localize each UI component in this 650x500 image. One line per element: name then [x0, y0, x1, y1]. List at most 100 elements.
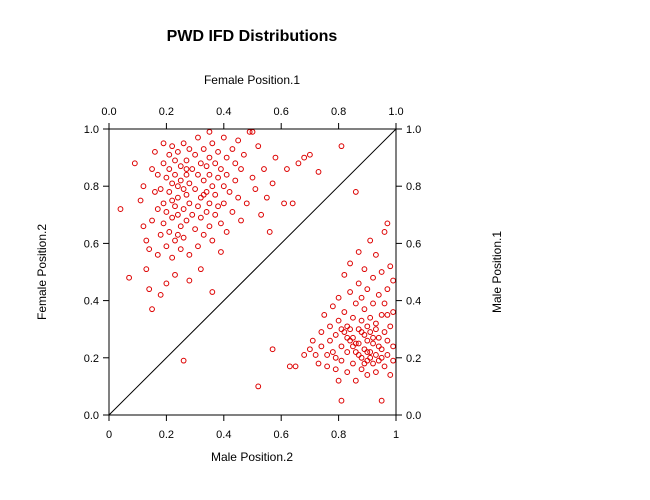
data-point — [281, 200, 287, 207]
data-point — [375, 291, 382, 298]
data-point — [384, 337, 391, 344]
data-point — [197, 214, 204, 221]
data-point — [146, 286, 153, 293]
left-tick-label: 0.8 — [84, 181, 99, 193]
data-point — [252, 186, 259, 192]
data-point — [200, 177, 207, 184]
data-point — [350, 360, 356, 367]
data-point — [332, 354, 339, 361]
data-point — [324, 352, 331, 358]
data-point — [307, 346, 313, 353]
data-point — [192, 151, 199, 158]
data-point — [172, 157, 178, 164]
data-point — [370, 274, 376, 281]
data-point — [232, 160, 239, 167]
data-point — [352, 300, 359, 307]
data-point — [215, 174, 221, 181]
data-point — [332, 366, 339, 373]
data-point — [174, 183, 181, 190]
data-point — [215, 148, 221, 155]
data-point — [286, 363, 293, 370]
data-point — [169, 180, 176, 187]
data-point — [180, 206, 187, 212]
data-point — [160, 200, 167, 207]
left-axis-label: Female Position.2 — [35, 224, 49, 320]
left-tick-label: 0.2 — [84, 353, 99, 365]
data-point — [218, 249, 224, 255]
data-point — [384, 352, 391, 358]
data-point — [149, 217, 155, 224]
right-tick-label: 0.0 — [406, 410, 421, 422]
data-point — [209, 183, 216, 190]
data-point — [315, 169, 322, 175]
data-point — [261, 166, 267, 172]
data-point — [174, 148, 181, 155]
data-point — [206, 200, 213, 207]
data-point — [197, 160, 204, 167]
data-point — [355, 340, 362, 347]
data-point — [131, 160, 138, 167]
data-point — [200, 191, 207, 198]
data-point — [364, 349, 371, 355]
data-point — [327, 323, 333, 330]
data-point — [243, 200, 250, 207]
bottom-tick-label: 0 — [106, 429, 112, 441]
data-point — [166, 189, 173, 195]
data-point — [375, 334, 382, 341]
data-point — [195, 243, 201, 250]
data-point — [140, 223, 147, 230]
data-point — [152, 189, 158, 195]
data-point — [364, 372, 371, 378]
data-point — [269, 346, 276, 353]
data-point — [126, 274, 132, 281]
data-point — [295, 160, 302, 167]
points-layer — [117, 128, 397, 404]
data-point — [163, 209, 170, 215]
data-point — [315, 360, 322, 367]
data-point — [240, 151, 247, 158]
data-point — [226, 189, 233, 195]
data-point — [370, 360, 376, 367]
top-axis-label: Female Position.1 — [204, 73, 300, 87]
data-point — [157, 231, 164, 238]
data-point — [166, 151, 173, 158]
data-point — [341, 329, 348, 335]
data-point — [367, 329, 374, 335]
data-point — [166, 166, 173, 172]
data-point — [206, 154, 213, 161]
data-point — [192, 186, 199, 192]
data-point — [183, 171, 190, 178]
data-point — [154, 206, 161, 212]
data-point — [289, 200, 296, 207]
data-point — [218, 220, 224, 227]
data-point — [338, 343, 345, 350]
data-point — [183, 166, 190, 172]
bottom-tick-label: 1 — [393, 429, 399, 441]
data-point — [378, 346, 385, 353]
data-point — [352, 377, 359, 384]
top-tick-label: 0.6 — [274, 106, 289, 118]
data-point — [361, 266, 368, 273]
data-point — [266, 229, 273, 235]
data-point — [284, 166, 290, 172]
data-point — [160, 140, 167, 147]
data-point — [318, 343, 325, 350]
data-point — [292, 363, 299, 370]
data-point — [186, 180, 193, 187]
plot-frame — [108, 128, 397, 416]
data-point — [347, 337, 353, 344]
right-tick-label: 0.4 — [406, 296, 421, 308]
right-axis-label: Male Position.1 — [490, 231, 504, 313]
data-point — [160, 160, 167, 167]
data-point — [146, 246, 153, 253]
data-point — [160, 220, 167, 227]
data-point — [364, 286, 371, 293]
bottom-tick-label: 0.8 — [331, 429, 346, 441]
data-point — [229, 146, 236, 152]
data-point — [195, 203, 201, 210]
data-point — [163, 243, 170, 250]
data-point — [166, 229, 173, 235]
data-point — [373, 369, 379, 376]
data-point — [335, 294, 342, 301]
data-point — [301, 154, 308, 161]
